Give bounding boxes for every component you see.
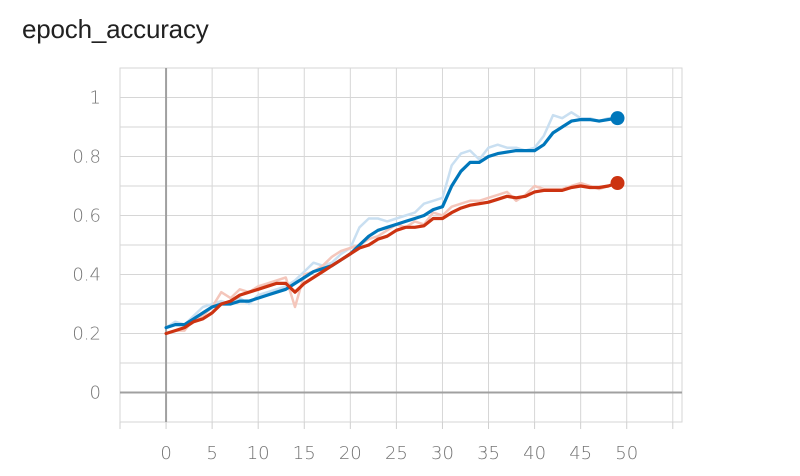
- tick-label-layer: 0 5 10 15 20 25 30 35 40 45 50 0 0.2 0.4 0.6 0.8 1: [72, 88, 638, 465]
- chart-title: epoch_accuracy: [22, 14, 209, 44]
- y-tick-label: 0: [90, 383, 101, 404]
- series-1-last-point-marker: [610, 176, 625, 191]
- series-0-smoothed-line: [164, 116, 620, 330]
- y-tick-label: 1: [90, 88, 101, 109]
- axis-layer: [119, 68, 682, 429]
- y-tick-label: 0.4: [72, 265, 101, 286]
- x-tick-label: 45: [569, 443, 592, 464]
- x-tick-label: 20: [339, 443, 362, 464]
- x-tick-label: 0: [160, 443, 171, 464]
- x-tick-label: 25: [385, 443, 408, 464]
- x-tick-label: 15: [293, 443, 316, 464]
- y-tick-label: 0.2: [72, 324, 101, 345]
- series-0-raw-line: [164, 111, 619, 329]
- x-tick-label: 40: [523, 443, 546, 464]
- x-tick-label: 30: [431, 443, 454, 464]
- smoothed-series-layer: [164, 111, 625, 336]
- x-tick-label: 10: [247, 443, 270, 464]
- y-tick-label: 0.8: [72, 147, 101, 168]
- series-1-smoothed-line: [164, 181, 620, 336]
- series-1-raw-line: [164, 181, 619, 335]
- series-0-last-point-marker: [610, 111, 625, 126]
- x-tick-label: 35: [477, 443, 500, 464]
- x-tick-label: 50: [615, 443, 638, 464]
- y-tick-label: 0.6: [72, 206, 101, 227]
- x-tick-label: 5: [206, 443, 217, 464]
